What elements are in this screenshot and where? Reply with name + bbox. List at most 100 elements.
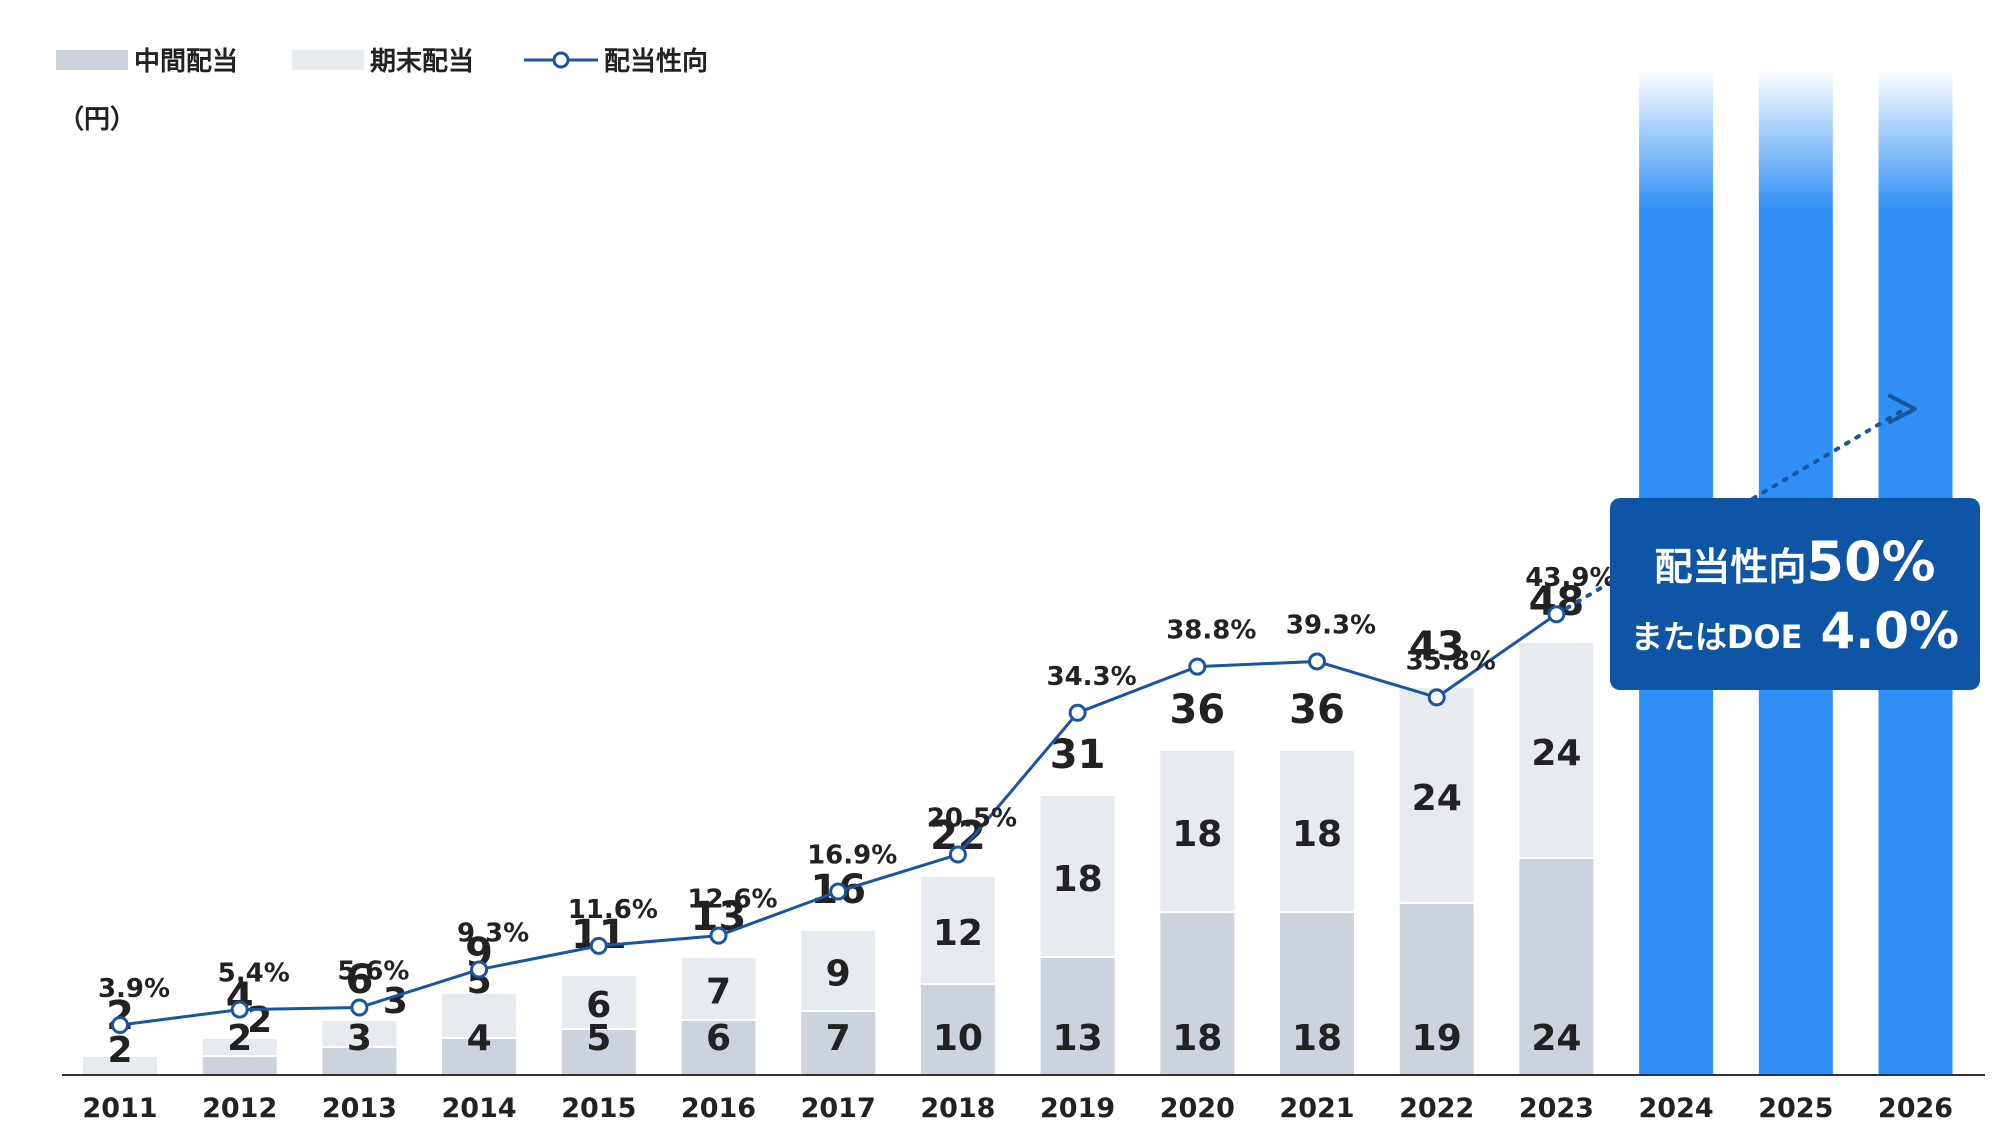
label-total-2013: 6 [345, 957, 373, 1003]
callout-box [1610, 498, 1980, 690]
payout-label-2021: 39.3% [1286, 610, 1376, 640]
bar-final-2021 [1280, 751, 1354, 911]
x-tick-2011: 2011 [82, 1093, 157, 1124]
x-tick-2022: 2022 [1399, 1093, 1474, 1124]
bar-final-2018 [920, 877, 995, 983]
payout-label-2011: 3.9% [98, 974, 170, 1004]
x-tick-2012: 2012 [202, 1093, 277, 1124]
payout-label-2016: 12.6% [687, 885, 777, 915]
legend-swatch-payout-marker [552, 51, 570, 69]
label-final-2012: 2 [247, 1000, 272, 1041]
x-tick-2019: 2019 [1040, 1093, 1115, 1124]
legend-label-interim: 中間配当 [134, 47, 238, 77]
payout-label-2012: 5.4% [218, 959, 290, 989]
payout-policy-callout: 配当性向50% またはDOE 4.0% [1610, 498, 1980, 690]
bar-final-2013 [322, 1021, 397, 1046]
label-final-2020: 18 [1172, 814, 1222, 855]
x-tick-2021: 2021 [1279, 1093, 1354, 1124]
payout-point-2014 [470, 960, 489, 979]
payout-point-2015 [589, 936, 608, 955]
bar-final-2023 [1519, 643, 1594, 857]
x-tick-2015: 2015 [561, 1093, 636, 1124]
payout-point-2020 [1188, 657, 1207, 676]
bar-interim-2018 [920, 985, 995, 1075]
label-interim-2017: 7 [826, 1018, 851, 1059]
label-interim-2015: 5 [586, 1018, 611, 1059]
payout-point-2022 [1427, 688, 1446, 707]
label-total-2021: 36 [1289, 687, 1345, 733]
payout-point-2013 [350, 998, 369, 1017]
x-tick-2014: 2014 [442, 1093, 517, 1124]
label-final-2013: 3 [383, 981, 408, 1022]
label-total-2019: 31 [1050, 732, 1106, 778]
callout-line1-prefix: 配当性向 [1654, 545, 1806, 589]
label-interim-2021: 18 [1292, 1018, 1342, 1059]
bar-interim-2015 [561, 1030, 636, 1075]
label-final-2022: 24 [1412, 778, 1462, 819]
label-interim-2020: 18 [1172, 1018, 1222, 1059]
payout-point-2011 [111, 1016, 129, 1034]
x-tick-2017: 2017 [801, 1093, 876, 1124]
x-tick-2025: 2025 [1758, 1093, 1833, 1124]
x-tick-2020: 2020 [1160, 1093, 1235, 1124]
label-final-2011: 2 [107, 1030, 132, 1071]
payout-point-2023 [1547, 605, 1566, 624]
bar-interim-2020 [1160, 913, 1235, 1075]
x-tick-2024: 2024 [1639, 1093, 1714, 1124]
bar-final-2022 [1399, 688, 1474, 902]
bar-final-2016 [681, 958, 756, 1019]
legend: 中間配当 期末配当 配当性向 [56, 46, 708, 77]
x-tick-2023: 2023 [1519, 1093, 1594, 1124]
payout-label-2020: 38.8% [1166, 616, 1256, 646]
label-final-2017: 9 [826, 954, 851, 995]
bar-interim-2013 [322, 1048, 397, 1075]
bar-final-2014 [442, 994, 517, 1037]
callout-line2-value: 4.0% [1820, 602, 1959, 660]
label-interim-2016: 6 [706, 1018, 731, 1059]
payout-point-2019 [1068, 703, 1087, 722]
payout-point-2012 [230, 1000, 249, 1019]
bar-final-2012 [202, 1039, 277, 1055]
payout-label-2022: 35.8% [1406, 646, 1496, 676]
payout-label-2017: 16.9% [807, 840, 897, 870]
label-final-2016: 7 [706, 972, 731, 1013]
legend-swatch-interim [56, 50, 128, 70]
label-interim-2013: 3 [347, 1018, 372, 1059]
callout-line1-value: 50% [1806, 530, 1935, 593]
label-final-2019: 18 [1053, 859, 1103, 900]
x-tick-2016: 2016 [681, 1093, 756, 1124]
label-interim-2019: 13 [1053, 1018, 1103, 1059]
x-tick-2026: 2026 [1878, 1093, 1953, 1124]
bar-final-2020 [1160, 751, 1235, 911]
payout-label-2014: 9.3% [457, 919, 529, 949]
bar-interim-2021 [1280, 913, 1354, 1075]
label-interim-2018: 10 [933, 1018, 983, 1059]
legend-label-payout: 配当性向 [604, 46, 708, 77]
bar-final-2017 [801, 931, 876, 1010]
payout-label-2013: 5.6% [337, 957, 409, 987]
legend-swatch-final [292, 50, 364, 70]
callout-line2: またはDOE 4.0% [1631, 602, 1959, 660]
payout-point-2021 [1308, 652, 1326, 671]
payout-point-2016 [709, 926, 728, 945]
x-tick-2018: 2018 [920, 1093, 995, 1124]
bar-interim-2023 [1519, 859, 1594, 1075]
bar-interim-2022 [1399, 904, 1474, 1075]
bar-final-2019 [1040, 796, 1115, 956]
payout-point-2018 [948, 845, 967, 864]
payout-label-2019: 34.3% [1046, 662, 1136, 692]
bar-interim-2017 [801, 1012, 876, 1075]
payout-label-2015: 11.6% [568, 895, 658, 925]
label-interim-2012: 2 [227, 1018, 252, 1059]
legend-label-final: 期末配当 [370, 47, 474, 77]
payout-label-2023: 43.9% [1525, 563, 1615, 593]
callout-line2-prefix: またはDOE [1631, 618, 1803, 656]
bar-interim-2012 [202, 1057, 277, 1075]
payout-label-2018: 20.5% [927, 804, 1017, 834]
label-total-2020: 36 [1169, 687, 1225, 733]
y-unit-label: （円） [58, 105, 136, 135]
bar-final-2015 [561, 976, 636, 1028]
bar-interim-2016 [681, 1021, 756, 1075]
label-final-2018: 12 [933, 913, 983, 954]
